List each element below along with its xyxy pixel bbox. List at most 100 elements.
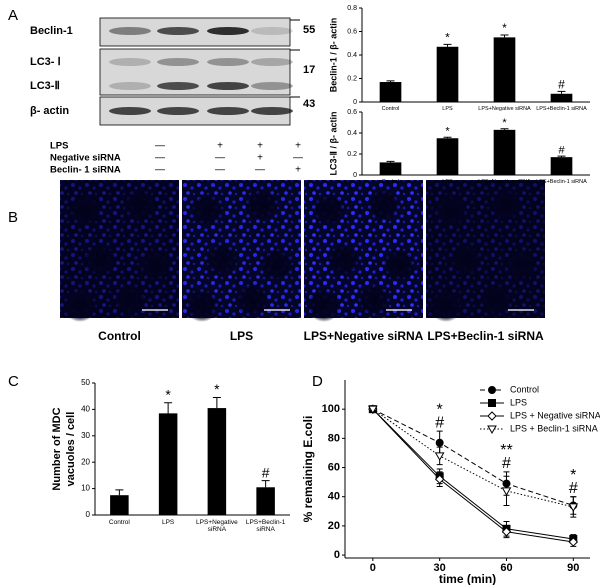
significance-mark: * (502, 117, 507, 129)
significance-mark: # (262, 464, 270, 480)
mw-marker: 55 (303, 24, 315, 36)
significance-mark: # (558, 78, 565, 92)
lumen (245, 188, 279, 222)
legend-marker (487, 425, 497, 435)
x-tick-label: 90 (567, 562, 579, 574)
blot-band (157, 82, 199, 90)
significance-mark: * (570, 467, 576, 484)
x-tick-label: 30 (434, 562, 446, 574)
x-tick-label: Control (108, 519, 130, 526)
blot-band-label: Beclin-1 (30, 25, 73, 37)
significance-mark: * (214, 381, 220, 397)
blot-band-label: β- actin (30, 105, 69, 117)
bar (493, 129, 516, 175)
treatment-sign: — (255, 165, 265, 176)
treatment-label: Beclin- 1 siRNA (50, 165, 121, 176)
lumen (312, 193, 346, 227)
blot-band (157, 27, 199, 35)
bar (550, 93, 573, 102)
blot-band (251, 107, 293, 115)
lumen (190, 193, 224, 227)
lumen (205, 243, 239, 277)
micrograph (304, 180, 423, 322)
blot-band (109, 27, 151, 35)
bar (436, 138, 459, 175)
blot-band (109, 107, 151, 115)
y-tick-label: 0.6 (347, 28, 357, 35)
error-bar (386, 160, 395, 163)
significance-mark: ** (500, 442, 512, 459)
lumen (138, 248, 172, 282)
y-tick-label: 0 (353, 99, 357, 106)
micrograph-label: LPS (229, 329, 254, 343)
data-point (435, 438, 444, 447)
y-tick-label: 40 (81, 405, 90, 414)
y-tick-label: 0.4 (347, 52, 357, 59)
treatment-label: Negative siRNA (50, 153, 121, 164)
lumen (185, 288, 219, 322)
legend-marker (487, 411, 497, 421)
error-bar (500, 34, 509, 38)
data-point (434, 474, 445, 484)
mw-marker: 17 (303, 64, 315, 76)
legend-marker (488, 399, 496, 407)
legend-label: LPS + Beclin-1 siRNA (510, 423, 598, 433)
x-tick-label: 60 (500, 562, 512, 574)
error-bar (500, 128, 509, 130)
blot-band (109, 58, 151, 66)
y-tick-label: 0 (353, 172, 357, 179)
significance-mark: # (558, 145, 565, 157)
treatment-sign: — (293, 153, 303, 164)
y-axis-label: Beclin-1 / β- actin (328, 18, 338, 93)
y-tick-label: 20 (81, 457, 90, 466)
treatment-sign: + (295, 165, 301, 176)
y-tick-label: 100 (322, 403, 340, 415)
panel-label: D (312, 373, 323, 390)
treatment-sign: — (155, 153, 165, 164)
significance-mark: # (502, 455, 511, 472)
x-tick-label: Control (381, 179, 400, 185)
y-tick-label: 0.2 (347, 151, 357, 158)
y-axis-label: vacuoles / cell (65, 412, 77, 487)
x-tick-label: LPS (161, 519, 175, 526)
data-point (568, 537, 579, 547)
lumen (489, 188, 523, 222)
y-tick-label: 0.6 (347, 109, 357, 116)
lumen (479, 283, 513, 317)
treatment-sign: + (257, 141, 263, 152)
lumen (382, 248, 416, 282)
significance-mark: * (502, 21, 507, 35)
treatment-sign: + (217, 141, 223, 152)
significance-mark: # (435, 414, 444, 431)
lumen (307, 288, 341, 322)
panel-label: B (8, 209, 18, 226)
x-tick-label: LPS+Beclin-1 siRNA (536, 106, 587, 112)
lumen (357, 283, 391, 317)
micrograph-label: LPS+Negative siRNA (303, 329, 424, 343)
significance-mark: * (445, 31, 450, 45)
y-tick-label: 80 (328, 432, 340, 444)
series-line (372, 408, 574, 540)
x-tick-label: 0 (370, 562, 376, 574)
significance-mark: * (165, 387, 171, 403)
treatment-sign: — (215, 165, 225, 176)
lumen (327, 243, 361, 277)
lumen (235, 283, 269, 317)
y-tick-label: 60 (328, 461, 340, 473)
bar (379, 162, 402, 175)
blot-band-label: LC3-Ⅱ (30, 80, 60, 92)
x-axis-label: time (min) (439, 572, 496, 585)
x-tick-label: LPS (442, 179, 453, 185)
legend-label: Control (510, 384, 539, 394)
data-point (367, 405, 378, 415)
y-tick-label: 0 (334, 549, 340, 561)
error-bar (386, 80, 395, 83)
blot-band (207, 107, 249, 115)
x-tick-label: LPS+Beclin-1 siRNA (245, 519, 286, 534)
y-axis-label: LC3-Ⅱ / β- actin (328, 112, 338, 176)
y-tick-label: 30 (81, 431, 90, 440)
blot-band (157, 58, 199, 66)
y-tick-label: 50 (81, 378, 90, 387)
